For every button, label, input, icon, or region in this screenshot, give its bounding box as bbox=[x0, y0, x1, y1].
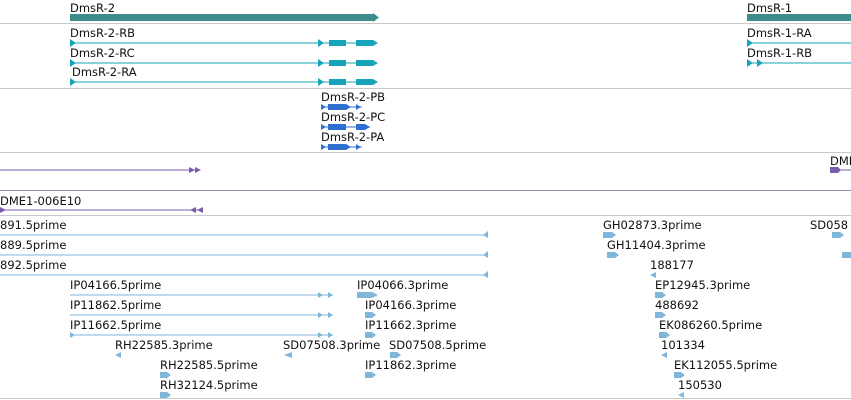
est-label[interactable]: IP04166.5prime bbox=[70, 278, 162, 292]
est-ip11862-5-glyph[interactable] bbox=[70, 312, 333, 318]
transcript-dmsr2-ra-glyph[interactable] bbox=[70, 78, 378, 86]
protein-label-pc[interactable]: DmsR-2-PC bbox=[321, 110, 386, 124]
est-ip04066-3-glyph[interactable] bbox=[357, 292, 378, 298]
transcript-dmsr1-ra-glyph[interactable] bbox=[747, 39, 851, 47]
est-rh32124-5-glyph[interactable] bbox=[160, 392, 171, 398]
est-label[interactable]: IP11862.5prime bbox=[70, 298, 162, 312]
est-label[interactable]: SD07508.3prime bbox=[283, 338, 381, 352]
track-separator bbox=[0, 152, 851, 153]
est-188177-glyph[interactable] bbox=[650, 272, 656, 278]
transcript-label-dmsr2-rb[interactable]: DmsR-2-RB bbox=[70, 26, 136, 40]
transcript-dmsr1-rb-glyph[interactable] bbox=[747, 59, 851, 67]
protein-pc-glyph[interactable] bbox=[321, 124, 370, 130]
est-rh22585-5-glyph[interactable] bbox=[160, 372, 171, 378]
transcript-dmsr2-rb-glyph[interactable] bbox=[70, 39, 378, 47]
gene-label-dmsr2[interactable]: DmsR-2 bbox=[70, 1, 116, 15]
est-gh02873-3-glyph[interactable] bbox=[603, 232, 616, 238]
gene-dmsr1-glyph[interactable] bbox=[747, 14, 851, 21]
est-label[interactable]: 101334 bbox=[661, 338, 705, 352]
feature-label-dmi[interactable]: DMI bbox=[830, 154, 851, 168]
est-label[interactable]: 891.5prime bbox=[0, 218, 67, 232]
est-892-glyph[interactable] bbox=[0, 271, 488, 278]
protein-label-pb[interactable]: DmsR-2-PB bbox=[321, 90, 386, 104]
est-label[interactable]: IP11662.5prime bbox=[70, 318, 162, 332]
protein-label-pa[interactable]: DmsR-2-PA bbox=[321, 130, 385, 144]
est-label[interactable]: EK112055.5prime bbox=[674, 358, 778, 372]
feature-upper-glyph[interactable] bbox=[0, 167, 201, 173]
protein-pb-glyph[interactable] bbox=[321, 104, 362, 110]
est-label[interactable]: IP11862.3prime bbox=[365, 358, 457, 372]
est-label[interactable]: RH22585.3prime bbox=[115, 338, 213, 352]
est-101334-glyph[interactable] bbox=[661, 352, 667, 358]
est-ep12945-3-glyph[interactable] bbox=[655, 292, 666, 298]
feature-label-dme1[interactable]: DME1-006E10 bbox=[0, 194, 82, 208]
transcript-dmsr2-rc-glyph[interactable] bbox=[70, 59, 378, 67]
est-label[interactable]: RH32124.5prime bbox=[160, 378, 258, 392]
est-label[interactable]: IP04066.3prime bbox=[357, 278, 449, 292]
est-label[interactable]: GH11404.3prime bbox=[607, 238, 706, 252]
est-label[interactable]: EP12945.3prime bbox=[655, 278, 751, 292]
est-label[interactable]: GH02873.3prime bbox=[603, 218, 702, 232]
transcript-label-dmsr1-rb[interactable]: DmsR-1-RB bbox=[747, 46, 813, 60]
est-label[interactable]: 892.5prime bbox=[0, 258, 67, 272]
track-separator bbox=[0, 215, 851, 216]
est-label[interactable]: IP04166.3prime bbox=[365, 298, 457, 312]
est-label[interactable]: RH22585.5prime bbox=[160, 358, 258, 372]
est-edge-glyph[interactable] bbox=[842, 252, 851, 258]
est-ek112055-5-glyph[interactable] bbox=[674, 372, 685, 378]
track-separator bbox=[0, 190, 851, 191]
est-ip04166-3-glyph[interactable] bbox=[365, 312, 376, 318]
est-150530-glyph[interactable] bbox=[678, 392, 684, 398]
feature-dme1-glyph[interactable] bbox=[0, 207, 203, 213]
transcript-label-dmsr1-ra[interactable]: DmsR-1-RA bbox=[747, 26, 812, 40]
feature-dmi-glyph[interactable] bbox=[830, 167, 851, 173]
transcript-label-dmsr2-ra[interactable]: DmsR-2-RA bbox=[72, 65, 137, 79]
est-label[interactable]: 188177 bbox=[650, 258, 694, 272]
est-ip11662-3-glyph[interactable] bbox=[365, 332, 376, 338]
track-separator bbox=[0, 88, 851, 89]
est-label[interactable]: SD058 bbox=[810, 218, 849, 232]
est-rh22585-3-glyph[interactable] bbox=[115, 352, 121, 358]
protein-pa-glyph[interactable] bbox=[321, 144, 362, 150]
est-ip11662-5-glyph[interactable] bbox=[70, 332, 333, 338]
est-ip04166-5-glyph[interactable] bbox=[70, 292, 333, 298]
est-label[interactable]: 150530 bbox=[678, 378, 722, 392]
est-label[interactable]: EK086260.5prime bbox=[659, 318, 763, 332]
track-separator bbox=[0, 23, 851, 24]
transcript-label-dmsr2-rc[interactable]: DmsR-2-RC bbox=[70, 46, 135, 60]
est-891-glyph[interactable] bbox=[0, 231, 488, 238]
est-ek086260-5-glyph[interactable] bbox=[659, 332, 670, 338]
gene-label-dmsr1[interactable]: DmsR-1 bbox=[747, 1, 793, 15]
est-label[interactable]: IP11662.3prime bbox=[365, 318, 457, 332]
est-sd07508-3-glyph[interactable] bbox=[284, 352, 292, 358]
est-label[interactable]: 889.5prime bbox=[0, 238, 67, 252]
est-sd058-glyph[interactable] bbox=[832, 232, 844, 238]
est-ip11862-3-glyph[interactable] bbox=[365, 372, 376, 378]
gene-dmsr2-glyph[interactable] bbox=[70, 13, 379, 22]
est-label[interactable]: 488692 bbox=[655, 298, 699, 312]
track-separator bbox=[0, 398, 851, 399]
est-488692-glyph[interactable] bbox=[655, 312, 666, 318]
est-label[interactable]: SD07508.5prime bbox=[389, 338, 487, 352]
est-sd07508-5-glyph[interactable] bbox=[390, 352, 401, 358]
est-gh11404-3-glyph[interactable] bbox=[607, 252, 619, 258]
est-889-glyph[interactable] bbox=[0, 251, 488, 258]
